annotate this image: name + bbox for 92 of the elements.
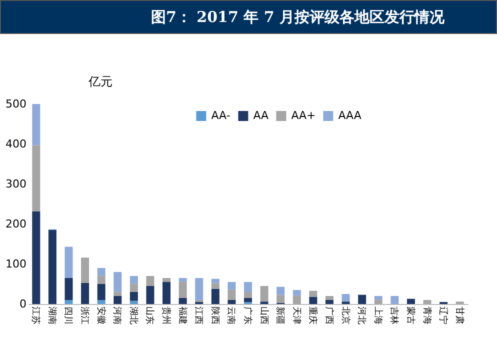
bar <box>228 290 236 300</box>
bar <box>406 298 415 304</box>
y-axis-title: 亿元 <box>88 74 112 88</box>
bar <box>114 296 122 304</box>
bar <box>178 282 187 298</box>
bar <box>114 292 122 296</box>
bar <box>48 230 56 304</box>
bar <box>146 276 154 286</box>
x-tick-label: 青海 <box>421 306 432 324</box>
x-tick-label: 湖南 <box>46 306 58 324</box>
x-tick-label: 天津 <box>290 306 302 324</box>
bar <box>130 292 138 301</box>
x-tick-label: 贵州 <box>160 306 172 324</box>
bar <box>114 272 122 292</box>
x-tick-label: 浙江 <box>79 306 90 324</box>
x-tick-label: 河北 <box>356 306 368 324</box>
bar <box>130 284 138 292</box>
y-tick-label: 300 <box>6 178 26 190</box>
y-tick-label: 0 <box>20 298 26 310</box>
bar <box>423 300 432 304</box>
bar <box>81 282 90 304</box>
bar <box>97 300 106 304</box>
bar <box>276 294 285 303</box>
x-tick-label: 山东 <box>144 306 156 324</box>
x-tick-label: 新疆 <box>274 306 286 324</box>
x-tick-label: 四川 <box>62 306 74 324</box>
bar <box>211 278 220 284</box>
x-tick-label: 福建 <box>176 306 188 324</box>
x-tick-label: 河南 <box>112 306 123 324</box>
bar <box>162 282 171 304</box>
x-tick-label: 北京 <box>340 306 351 324</box>
bar <box>64 246 73 278</box>
bar <box>162 278 171 282</box>
x-tick-label: 江苏 <box>30 306 42 324</box>
bar <box>244 292 252 298</box>
bar <box>260 286 268 302</box>
y-tick-label: 500 <box>6 98 26 110</box>
bar <box>228 282 236 290</box>
x-tick-label: 吉林 <box>388 306 400 324</box>
bar <box>64 278 73 300</box>
bar <box>97 284 106 300</box>
bar <box>97 276 106 284</box>
x-tick-label: 湖北 <box>128 306 139 324</box>
x-tick-label: 陕西 <box>209 306 220 324</box>
x-tick-label: 山西 <box>258 306 270 324</box>
bar <box>244 282 252 292</box>
bar <box>178 278 187 282</box>
bar <box>211 288 220 304</box>
bar <box>292 290 301 296</box>
bar <box>64 300 73 304</box>
bar <box>211 283 220 289</box>
bar <box>228 300 236 304</box>
bar <box>358 294 366 304</box>
legend-label: AA+ <box>291 109 316 122</box>
bar <box>309 296 318 304</box>
bar <box>32 211 40 304</box>
y-tick-label: 200 <box>6 218 26 230</box>
legend-label: AAA <box>338 109 362 122</box>
bar <box>325 300 334 304</box>
legend-label: AA <box>253 109 270 122</box>
bar <box>374 300 382 304</box>
x-tick-label: 广西 <box>323 306 334 324</box>
bar <box>342 294 350 302</box>
bar <box>146 286 154 304</box>
bar <box>309 290 318 297</box>
x-tick-label: 辽宁 <box>438 306 449 324</box>
bar <box>374 296 382 300</box>
bar <box>390 296 399 304</box>
x-tick-label: 上海 <box>372 306 384 324</box>
bar <box>97 268 106 276</box>
bar <box>32 145 40 212</box>
bar <box>276 286 285 295</box>
x-tick-label: 重庆 <box>307 306 318 324</box>
bar <box>178 298 187 304</box>
bar <box>292 296 301 304</box>
bar <box>130 276 138 284</box>
bar <box>130 300 138 304</box>
bar <box>244 298 252 302</box>
x-tick-label: 云南 <box>226 306 237 324</box>
x-tick-label: 甘肃 <box>454 306 465 324</box>
y-tick-label: 400 <box>6 138 26 150</box>
bar <box>195 278 204 300</box>
x-tick-label: 蒙古 <box>404 306 416 324</box>
bar <box>325 296 334 300</box>
y-tick-label: 100 <box>6 258 26 270</box>
x-tick-label: 江西 <box>193 306 204 324</box>
bar <box>81 258 90 283</box>
bar <box>32 104 40 146</box>
x-tick-label: 广东 <box>242 306 253 324</box>
legend-label: AA- <box>211 109 230 122</box>
chart-title: 图7： 2017 年 7 月按评级各地区发行情况 <box>0 0 497 34</box>
x-tick-label: 安徽 <box>95 306 106 324</box>
